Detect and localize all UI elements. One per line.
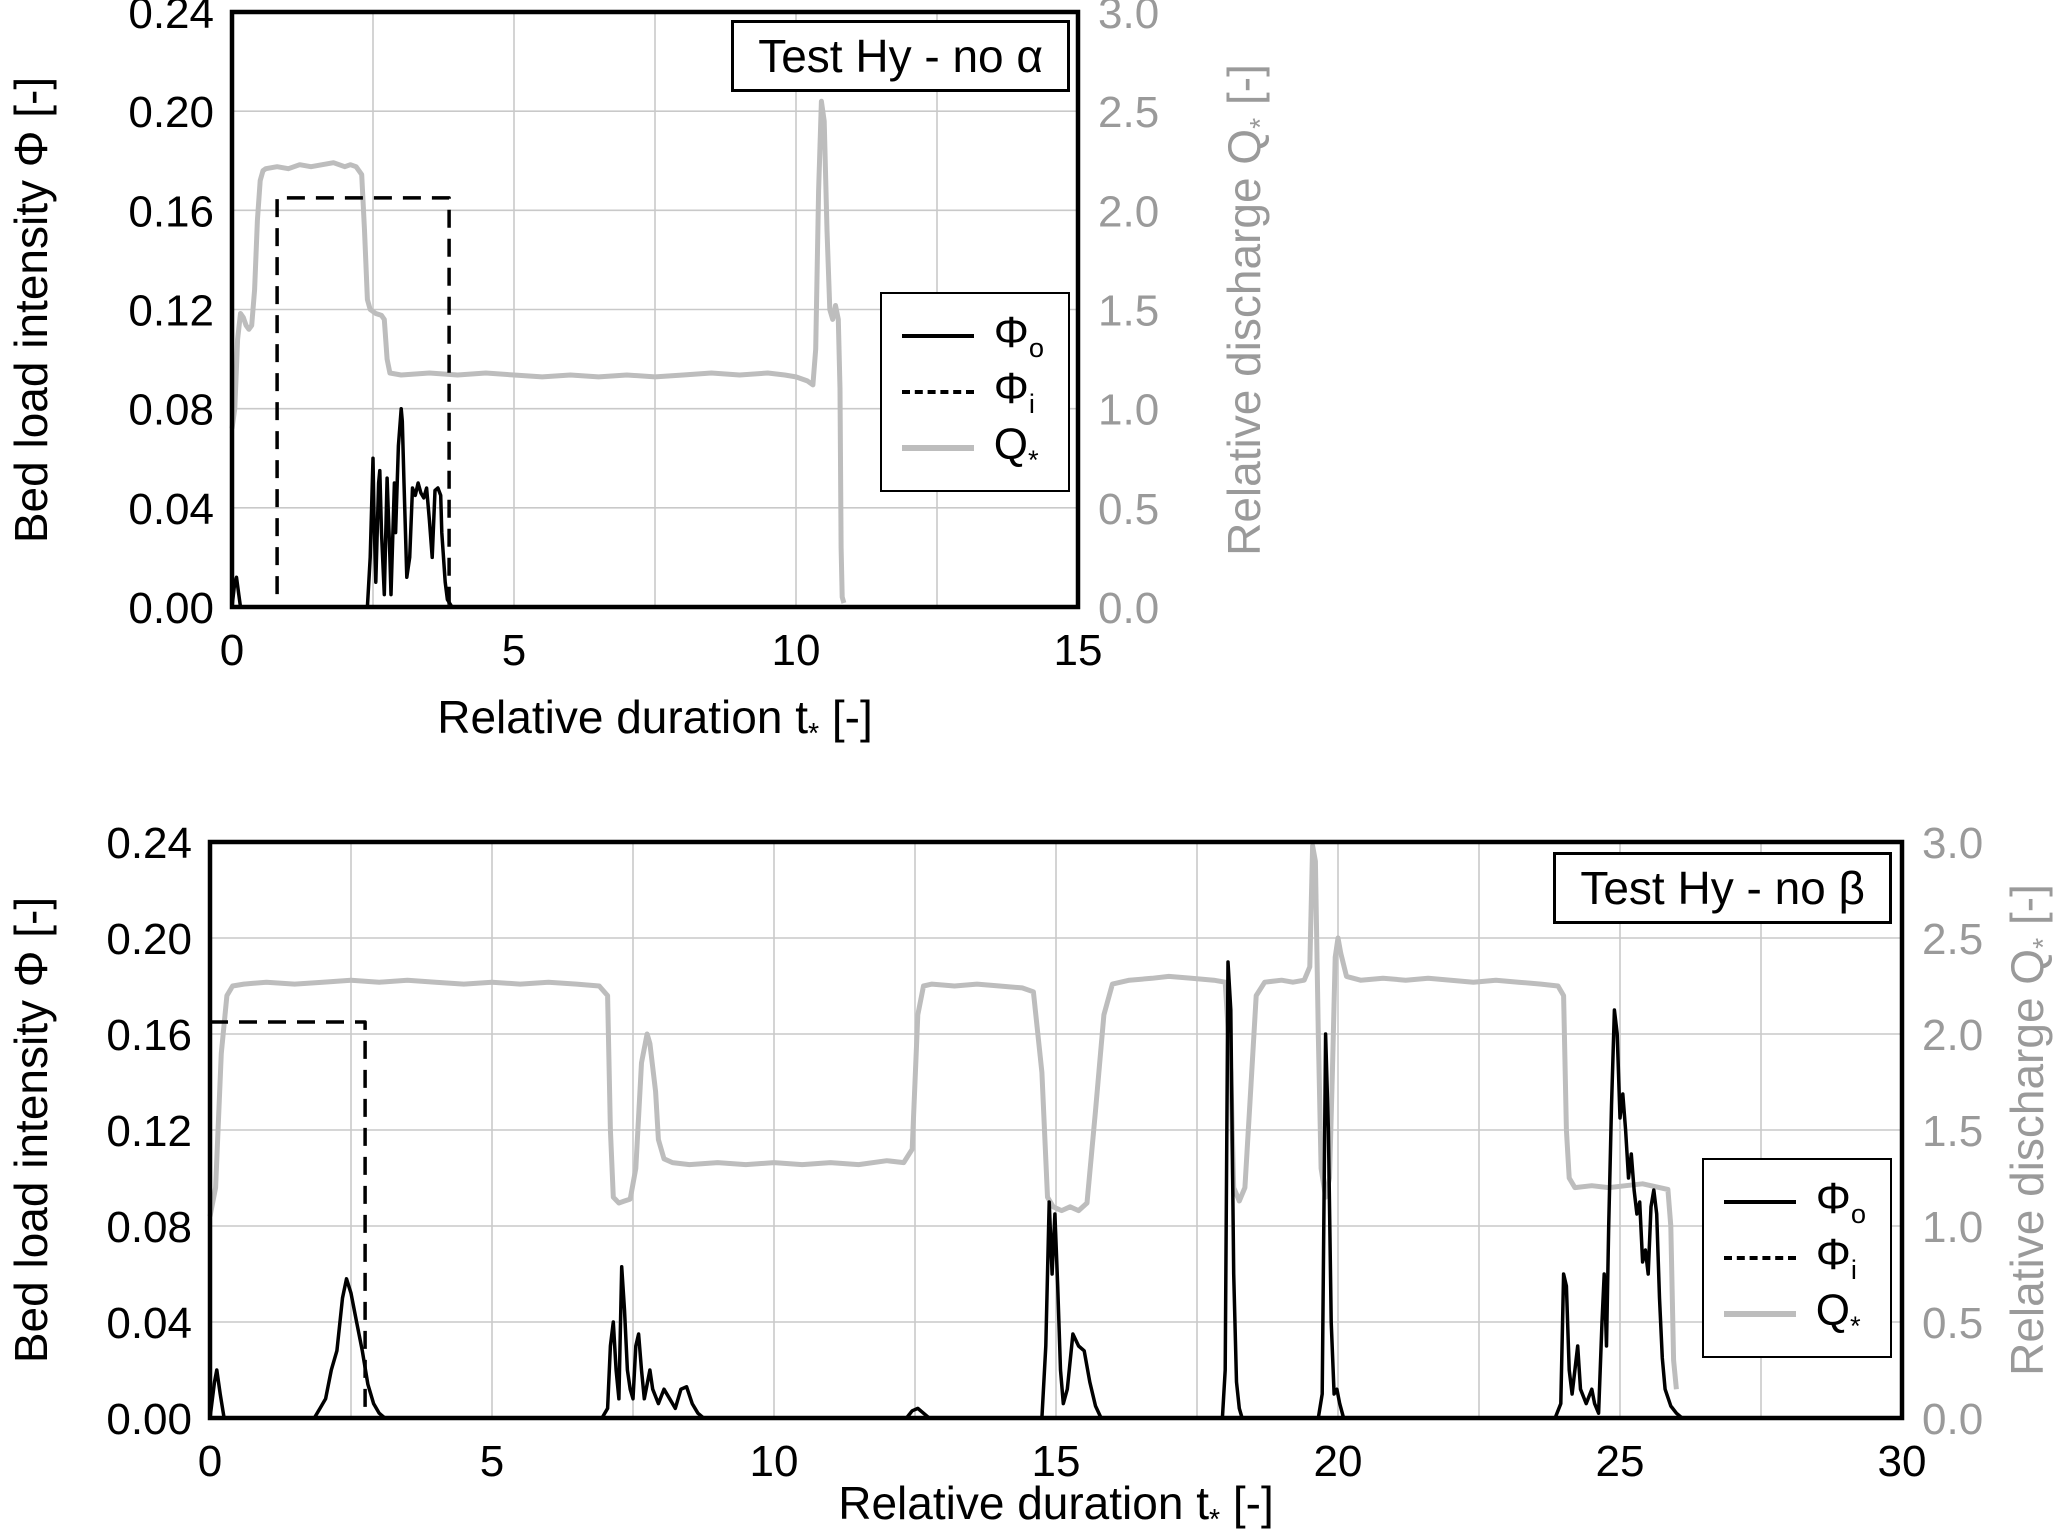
svg-text:0.12: 0.12 bbox=[106, 1107, 192, 1156]
svg-text:2.0: 2.0 bbox=[1922, 1011, 1983, 1060]
svg-text:30: 30 bbox=[1878, 1437, 1927, 1486]
svg-text:0: 0 bbox=[198, 1437, 222, 1486]
svg-text:0.00: 0.00 bbox=[128, 584, 214, 633]
svg-text:3.0: 3.0 bbox=[1922, 819, 1983, 868]
svg-text:2.0: 2.0 bbox=[1098, 187, 1159, 236]
svg-text:0.12: 0.12 bbox=[128, 287, 214, 336]
svg-text:2.5: 2.5 bbox=[1922, 915, 1983, 964]
svg-text:0.16: 0.16 bbox=[128, 187, 214, 236]
svg-text:5: 5 bbox=[480, 1437, 504, 1486]
svg-text:0.24: 0.24 bbox=[128, 0, 214, 38]
svg-text:0.16: 0.16 bbox=[106, 1011, 192, 1060]
svg-text:0: 0 bbox=[220, 626, 244, 675]
svg-text:1.0: 1.0 bbox=[1098, 386, 1159, 435]
svg-text:0.08: 0.08 bbox=[106, 1203, 192, 1252]
svg-text:15: 15 bbox=[1032, 1437, 1081, 1486]
svg-text:0.0: 0.0 bbox=[1922, 1395, 1983, 1444]
svg-text:0.5: 0.5 bbox=[1922, 1299, 1983, 1348]
svg-text:0.20: 0.20 bbox=[128, 88, 214, 137]
svg-text:0.04: 0.04 bbox=[128, 485, 214, 534]
svg-text:2.5: 2.5 bbox=[1098, 88, 1159, 137]
svg-text:0.24: 0.24 bbox=[106, 819, 192, 868]
svg-text:1.5: 1.5 bbox=[1098, 287, 1159, 336]
svg-text:1.5: 1.5 bbox=[1922, 1107, 1983, 1156]
svg-text:3.0: 3.0 bbox=[1098, 0, 1159, 38]
svg-text:0.20: 0.20 bbox=[106, 915, 192, 964]
svg-text:10: 10 bbox=[772, 626, 821, 675]
svg-text:25: 25 bbox=[1596, 1437, 1645, 1486]
svg-text:0.5: 0.5 bbox=[1098, 485, 1159, 534]
svg-text:1.0: 1.0 bbox=[1922, 1203, 1983, 1252]
svg-text:0.0: 0.0 bbox=[1098, 584, 1159, 633]
svg-text:0.08: 0.08 bbox=[128, 386, 214, 435]
svg-text:15: 15 bbox=[1054, 626, 1103, 675]
svg-text:20: 20 bbox=[1314, 1437, 1363, 1486]
svg-text:10: 10 bbox=[750, 1437, 799, 1486]
svg-text:5: 5 bbox=[502, 626, 526, 675]
svg-text:0.00: 0.00 bbox=[106, 1395, 192, 1444]
svg-text:0.04: 0.04 bbox=[106, 1299, 192, 1348]
